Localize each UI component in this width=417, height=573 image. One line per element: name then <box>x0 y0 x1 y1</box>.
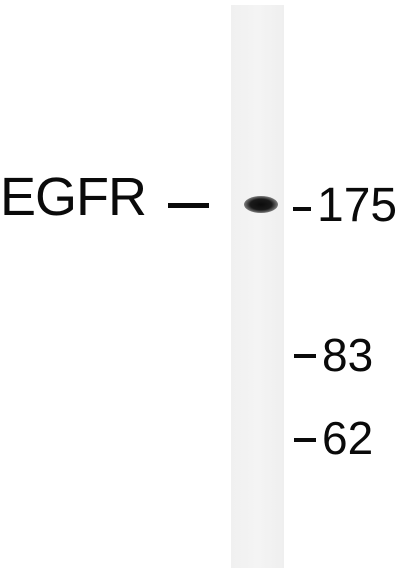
protein-pointer-dash <box>168 203 209 208</box>
marker-label: 83 <box>322 329 374 381</box>
egfr-band <box>244 196 278 213</box>
blot-lane <box>231 5 284 568</box>
marker-dash <box>293 207 311 211</box>
marker-label: 175 <box>317 179 398 232</box>
protein-label: EGFR <box>0 167 147 227</box>
marker-label: 62 <box>322 412 374 464</box>
marker-dash <box>294 438 316 442</box>
marker-dash <box>294 354 316 358</box>
